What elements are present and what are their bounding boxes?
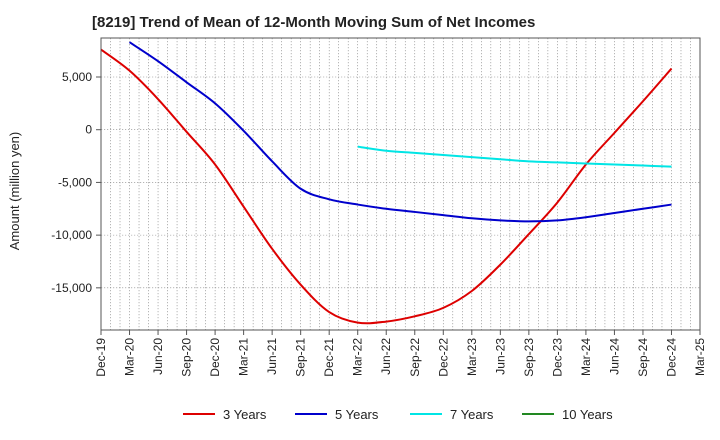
x-tick-label: Dec-21 xyxy=(322,338,336,377)
chart-title: [8219] Trend of Mean of 12-Month Moving … xyxy=(92,14,536,31)
y-tick-label: -15,000 xyxy=(51,281,92,295)
x-tick-label: Sep-23 xyxy=(522,338,536,377)
x-tick-label: Dec-19 xyxy=(94,338,108,377)
y-tick-label: -10,000 xyxy=(51,228,92,242)
x-tick-label: Mar-23 xyxy=(465,338,479,376)
x-tick-label: Dec-20 xyxy=(208,338,222,377)
x-tick-label: Mar-20 xyxy=(123,338,137,376)
legend-label-7-years: 7 Years xyxy=(450,407,494,422)
series-line-5-years xyxy=(128,41,672,223)
y-tick-label: 5,000 xyxy=(62,70,92,84)
x-tick-label: Sep-20 xyxy=(180,338,194,377)
x-tick-label: Jun-20 xyxy=(151,338,165,375)
y-tick-label: -5,000 xyxy=(58,175,92,189)
grid-layer xyxy=(101,38,700,330)
x-tick-label: Dec-22 xyxy=(436,338,450,377)
series-line-7-years xyxy=(357,145,672,168)
x-tick-label: Jun-23 xyxy=(493,338,507,375)
x-tick-label: Dec-24 xyxy=(664,338,678,377)
plot-frame xyxy=(100,37,701,331)
legend: 3 Years 5 Years 7 Years 10 Years xyxy=(183,407,613,422)
x-tick-label: Dec-23 xyxy=(550,338,564,377)
x-tick-label: Jun-22 xyxy=(379,338,393,375)
legend-label-10-years: 10 Years xyxy=(562,407,613,422)
x-tick-label: Sep-22 xyxy=(408,338,422,377)
x-tick-label: Sep-21 xyxy=(294,338,308,377)
x-tick-label: Jun-24 xyxy=(607,338,621,375)
x-tick-label: Mar-25 xyxy=(693,338,707,376)
legend-label-5-years: 5 Years xyxy=(335,407,379,422)
legend-label-3-years: 3 Years xyxy=(223,407,267,422)
series-layer xyxy=(100,41,673,325)
x-tick-label: Jun-21 xyxy=(265,338,279,375)
x-tick-label: Mar-22 xyxy=(351,338,365,376)
x-tick-label: Mar-24 xyxy=(579,338,593,376)
x-tick-label: Sep-24 xyxy=(636,338,650,377)
y-tick-label: 0 xyxy=(85,123,92,137)
y-axis-title: Amount (million yen) xyxy=(7,132,22,251)
series-line-3-years xyxy=(100,48,673,325)
x-tick-label: Mar-21 xyxy=(237,338,251,376)
axis-layer: 5,000 0 -5,000 -10,000 -15,000 Dec-19 Mar-20 Ju… xyxy=(51,37,707,377)
